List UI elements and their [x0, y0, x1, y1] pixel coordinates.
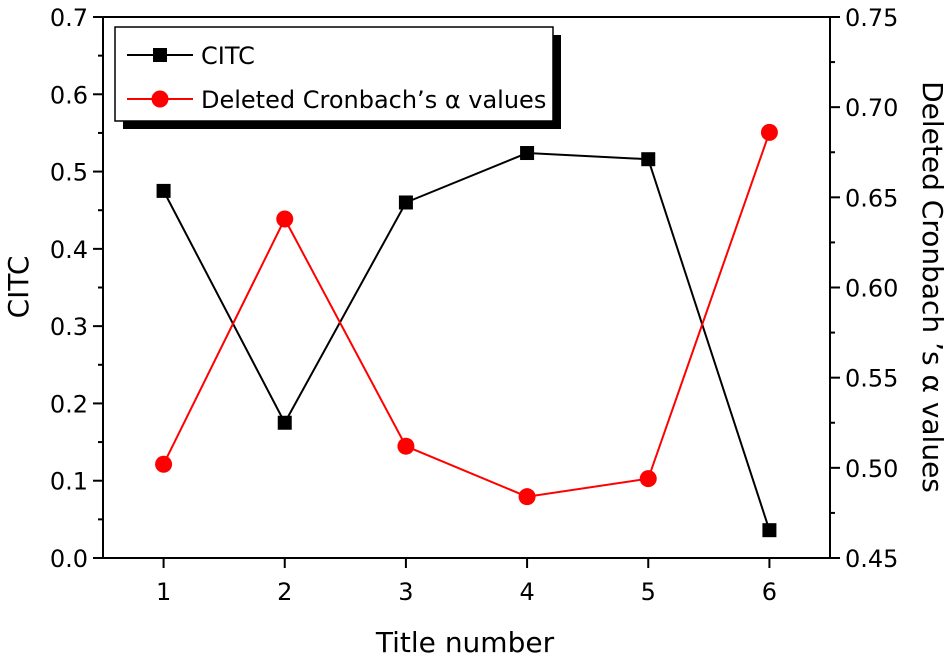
cronbach-alpha-point: [397, 437, 415, 455]
right-y-tick-label: 0.55: [845, 365, 898, 393]
x-tick-label: 4: [519, 578, 534, 606]
legend-citc-label: CITC: [201, 42, 255, 70]
left-y-tick-label: 0.5: [50, 159, 88, 187]
cronbach-alpha-point: [518, 488, 536, 506]
citc-point: [641, 152, 656, 167]
left-y-tick-label: 0.3: [50, 313, 88, 341]
right-y-tick-label: 0.45: [845, 545, 898, 573]
left-y-tick-label: 0.4: [50, 236, 88, 264]
citc-point: [277, 415, 292, 430]
x-tick-label: 3: [398, 578, 413, 606]
citc-series-line: [162, 152, 771, 531]
left-y-tick-label: 0.1: [50, 468, 88, 496]
right-y-tick-label: 0.60: [845, 275, 898, 303]
x-tick-label: 2: [277, 578, 292, 606]
legend-box: [114, 26, 554, 122]
cronbach-alpha-series-line: [162, 132, 771, 498]
cronbach-alpha-point: [760, 123, 778, 141]
left-y-tick-label: 0.2: [50, 390, 88, 418]
x-tick-label: 1: [156, 578, 171, 606]
x-tick-label: 5: [641, 578, 656, 606]
x-tick-label: 6: [762, 578, 777, 606]
citc-point: [520, 146, 535, 161]
right-y-axis-title: Deleted Cronbach ’s α values: [916, 81, 949, 493]
citc-point: [762, 523, 777, 538]
legend-cronbach-alpha-label: Deleted Cronbach’s α values: [201, 86, 546, 114]
left-y-tick-label: 0.7: [50, 4, 88, 32]
right-y-tick-label: 0.50: [845, 455, 898, 483]
citc-point: [156, 183, 171, 198]
left-y-axis-title: CITC: [2, 256, 35, 319]
legend-cronbach-alpha-marker: [151, 90, 169, 108]
right-y-tick-label: 0.75: [845, 4, 898, 32]
cronbach-alpha-point: [639, 470, 657, 488]
left-y-tick-label: 0.0: [50, 545, 88, 573]
right-y-tick-label: 0.70: [845, 94, 898, 122]
right-y-tick-label: 0.65: [845, 184, 898, 212]
citc-point: [398, 195, 413, 210]
left-y-tick-label: 0.6: [50, 81, 88, 109]
legend-citc-marker: [153, 48, 167, 62]
cronbach-alpha-point: [276, 210, 294, 228]
x-axis-title: Title number: [375, 626, 555, 659]
cronbach-alpha-point: [155, 455, 173, 473]
